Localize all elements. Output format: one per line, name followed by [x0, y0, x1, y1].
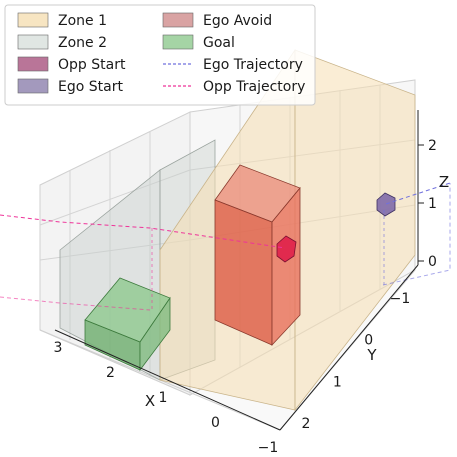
x-tick-label: 3 [54, 340, 63, 356]
legend-label: Ego Avoid [203, 13, 272, 29]
legend-swatch [17, 56, 49, 72]
legend-swatch [17, 34, 49, 50]
z-tick-label: 2 [428, 138, 437, 154]
opp-trajectory-projection [0, 296, 151, 311]
opp-start-cube [276, 235, 297, 263]
z-tick-label: 0 [428, 254, 437, 270]
ego-avoid-side-face [271, 186, 301, 347]
legend-swatch [162, 12, 194, 28]
x-axis-label: X [145, 392, 155, 410]
y-tick-label: 2 [302, 416, 311, 432]
y-axis-line [279, 264, 419, 431]
x-tick-label: 2 [106, 365, 115, 381]
y-tick-label: −1 [390, 291, 411, 307]
x-axis-line [54, 329, 281, 431]
x-tick-label: 1 [159, 390, 168, 406]
goal-side-face [139, 296, 171, 372]
legend-label: Opp Trajectory [203, 79, 305, 95]
legend-label: Goal [203, 35, 235, 51]
legend: Zone 1 Zone 2 Opp Start Ego Start Ego Avoid G… [4, 4, 316, 106]
legend-swatch [162, 34, 194, 50]
ego-start-cube [376, 192, 396, 217]
ego-avoid-front-face [214, 199, 273, 346]
ego-trajectory-line [385, 182, 451, 205]
y-axis-label: Y [366, 346, 377, 364]
legend-label: Opp Start [58, 57, 126, 73]
legend-label: Zone 2 [58, 35, 107, 51]
legend-label: Zone 1 [58, 13, 107, 29]
z-axis-label: Z [439, 173, 449, 191]
legend-frame [4, 4, 316, 106]
legend-swatch [17, 12, 49, 28]
legend-label: Ego Start [58, 79, 123, 95]
legend-label: Ego Trajectory [203, 57, 303, 73]
z-tick-label: 1 [428, 196, 437, 212]
x-tick-label: 0 [211, 415, 220, 431]
legend-swatch [17, 78, 49, 94]
x-tick-label: −1 [258, 440, 279, 456]
y-tick-label: 1 [333, 374, 342, 390]
opp-trajectory-line [0, 214, 286, 249]
y-tick-label: 0 [364, 333, 373, 349]
